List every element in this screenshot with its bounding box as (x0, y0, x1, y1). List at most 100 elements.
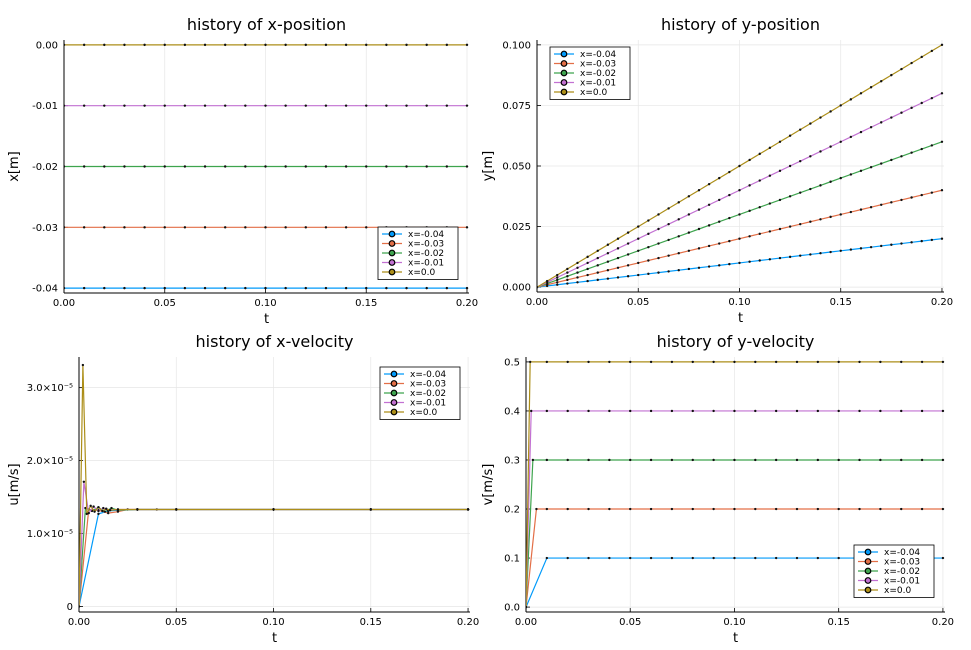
data-point (103, 510, 107, 513)
data-point (788, 195, 792, 198)
data-point (667, 238, 670, 242)
data-point (809, 187, 812, 191)
data-point (940, 43, 944, 47)
data-point (712, 458, 715, 462)
data-point (586, 255, 589, 259)
data-point (284, 226, 287, 229)
data-point (223, 104, 227, 107)
data-point (697, 247, 701, 250)
data-point (754, 458, 757, 462)
data-point (528, 360, 532, 364)
data-point (647, 232, 650, 236)
data-point (816, 409, 820, 413)
data-point (829, 110, 832, 113)
data-point (93, 510, 96, 513)
data-point (869, 245, 873, 249)
data-point (626, 253, 630, 256)
data-point (738, 261, 741, 265)
data-point (707, 203, 711, 206)
data-point (799, 222, 802, 226)
data-point (608, 360, 611, 364)
series-x=-0.02 (64, 165, 469, 168)
data-point (596, 271, 599, 274)
data-point (839, 249, 842, 253)
data-point (778, 227, 782, 231)
legend-marker (560, 79, 568, 86)
legend-marker (560, 60, 568, 67)
data-point (629, 507, 632, 511)
data-point (941, 409, 945, 413)
data-point (629, 360, 632, 364)
data-point (649, 360, 653, 364)
data-point (849, 135, 853, 139)
data-point (910, 106, 913, 110)
legend-marker (388, 230, 396, 238)
legend-marker (864, 577, 872, 584)
legend-marker (864, 586, 872, 594)
data-point (203, 43, 207, 47)
data-point (82, 480, 86, 483)
data-point (365, 226, 368, 229)
data-point (859, 130, 863, 134)
legend-label: x=-0.03 (410, 380, 446, 390)
data-point (795, 409, 799, 413)
data-point (143, 43, 146, 47)
data-point (910, 196, 913, 199)
data-point (858, 507, 861, 511)
data-point (667, 254, 670, 257)
data-point (837, 458, 840, 462)
data-point (649, 556, 653, 560)
y-tick-label: 0.3 (504, 455, 520, 466)
y-tick-label: 1.0×10⁻⁵ (27, 529, 73, 540)
data-point (809, 155, 812, 158)
legend-marker (390, 408, 398, 416)
data-point (768, 230, 772, 233)
x-tick-label: 0.05 (154, 298, 176, 309)
data-point (920, 239, 923, 243)
legend-marker (560, 88, 568, 96)
data-point (586, 267, 589, 271)
data-point (941, 458, 945, 462)
series-x=-0.02 (526, 458, 945, 609)
data-point (445, 286, 449, 290)
data-point (586, 261, 589, 265)
chart-3: 0.00 0.05 0.10 0.15 0.20 0 1.0×10⁻⁵ 2.0×10⁻⁵ 3.0… (7, 332, 479, 646)
data-point (163, 165, 166, 168)
data-point (758, 152, 761, 156)
legend-marker (560, 50, 568, 58)
data-point (304, 165, 307, 168)
data-point (900, 67, 903, 71)
data-point (324, 104, 328, 107)
y-tick-label: 0.050 (502, 162, 531, 173)
data-point (900, 409, 903, 413)
data-point (677, 218, 680, 221)
data-point (930, 49, 934, 53)
data-point (608, 458, 611, 462)
data-point (667, 207, 670, 210)
data-point (284, 104, 287, 107)
data-point (64, 286, 66, 290)
data-point (103, 104, 106, 107)
data-point (920, 458, 924, 462)
data-point (616, 266, 620, 269)
data-point (629, 556, 632, 560)
data-point (819, 252, 822, 255)
data-point (425, 104, 428, 107)
x-tick-label: 0.15 (828, 617, 850, 628)
series-line (526, 361, 943, 608)
data-point (930, 191, 934, 194)
data-point (816, 458, 820, 462)
data-point (626, 275, 630, 278)
data-point (920, 507, 924, 511)
data-point (608, 556, 611, 560)
data-point (795, 507, 799, 511)
data-point (869, 205, 873, 209)
x-tick-label: 0.10 (723, 617, 745, 628)
data-point (163, 104, 166, 107)
data-point (183, 165, 187, 168)
data-point (110, 506, 113, 510)
data-point (849, 98, 853, 101)
data-point (691, 458, 694, 462)
legend-marker (388, 249, 396, 257)
data-point (733, 458, 736, 462)
